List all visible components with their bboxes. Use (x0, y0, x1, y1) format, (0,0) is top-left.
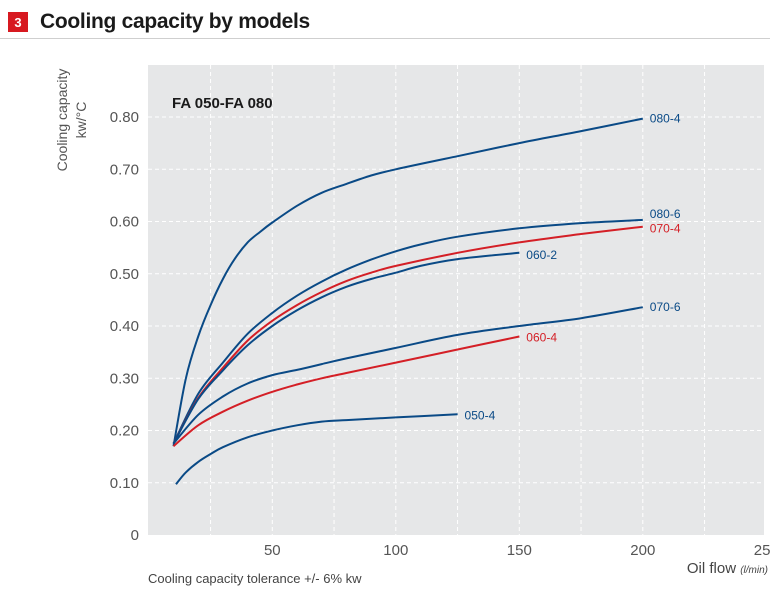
series-label-080-6: 080-6 (650, 207, 681, 221)
y-tick-label: 0.50 (110, 266, 139, 283)
y-axis-label: Cooling capacity (54, 69, 70, 172)
series-line-070-4 (172, 225, 643, 445)
x-axis-title: Oil flow (687, 560, 736, 577)
series-label-070-6: 070-6 (650, 300, 681, 314)
section-title: Cooling capacity by models (40, 10, 310, 33)
y-tick-label: 0.20 (110, 423, 139, 440)
series-label-080-4: 080-4 (650, 112, 681, 126)
y-tick-label: 0.80 (110, 109, 139, 126)
series-line-060-4 (172, 335, 520, 447)
x-tick-label: 100 (383, 542, 408, 559)
y-axis-unit: kw/°C (73, 102, 89, 139)
y-tick-label: 0.40 (110, 318, 139, 335)
y-tick-label: 0.70 (110, 161, 139, 178)
tolerance-note: Cooling capacity tolerance +/- 6% kw (148, 571, 362, 586)
series-label-060-4: 060-4 (526, 330, 557, 344)
series-line-050-4 (175, 413, 458, 485)
series-line-070-6 (172, 306, 643, 445)
x-axis-unit: (l/min) (740, 565, 768, 576)
y-tick-label: 0.30 (110, 370, 139, 387)
y-tick-label: 0 (131, 527, 139, 544)
y-tick-label: 0.10 (110, 475, 139, 492)
series-line-080-6 (172, 218, 643, 445)
series-label-070-4: 070-4 (650, 222, 681, 236)
x-tick-label: 200 (630, 542, 655, 559)
x-tick-label: 150 (507, 542, 532, 559)
plot-area (148, 65, 764, 535)
x-tick-label: 250 (754, 542, 770, 559)
section-header: 3 Cooling capacity by models (8, 8, 310, 36)
chart-title: FA 050-FA 080 (172, 95, 273, 112)
series-line-060-2 (172, 251, 520, 445)
grid-lines (148, 65, 767, 535)
series-line-080-4 (172, 117, 643, 447)
x-tick-label: 50 (264, 542, 281, 559)
section-number-badge: 3 (8, 12, 28, 32)
y-tick-label: 0.60 (110, 214, 139, 231)
header-divider (0, 38, 770, 39)
x-axis-label: Oil flow (l/min) (687, 560, 768, 577)
series-label-050-4: 050-4 (465, 408, 496, 422)
series-label-060-2: 060-2 (526, 248, 557, 262)
axes: 0 0.10 0.20 0.30 0.40 0.50 0.60 0.70 0.80 50 100 15… (110, 109, 770, 559)
